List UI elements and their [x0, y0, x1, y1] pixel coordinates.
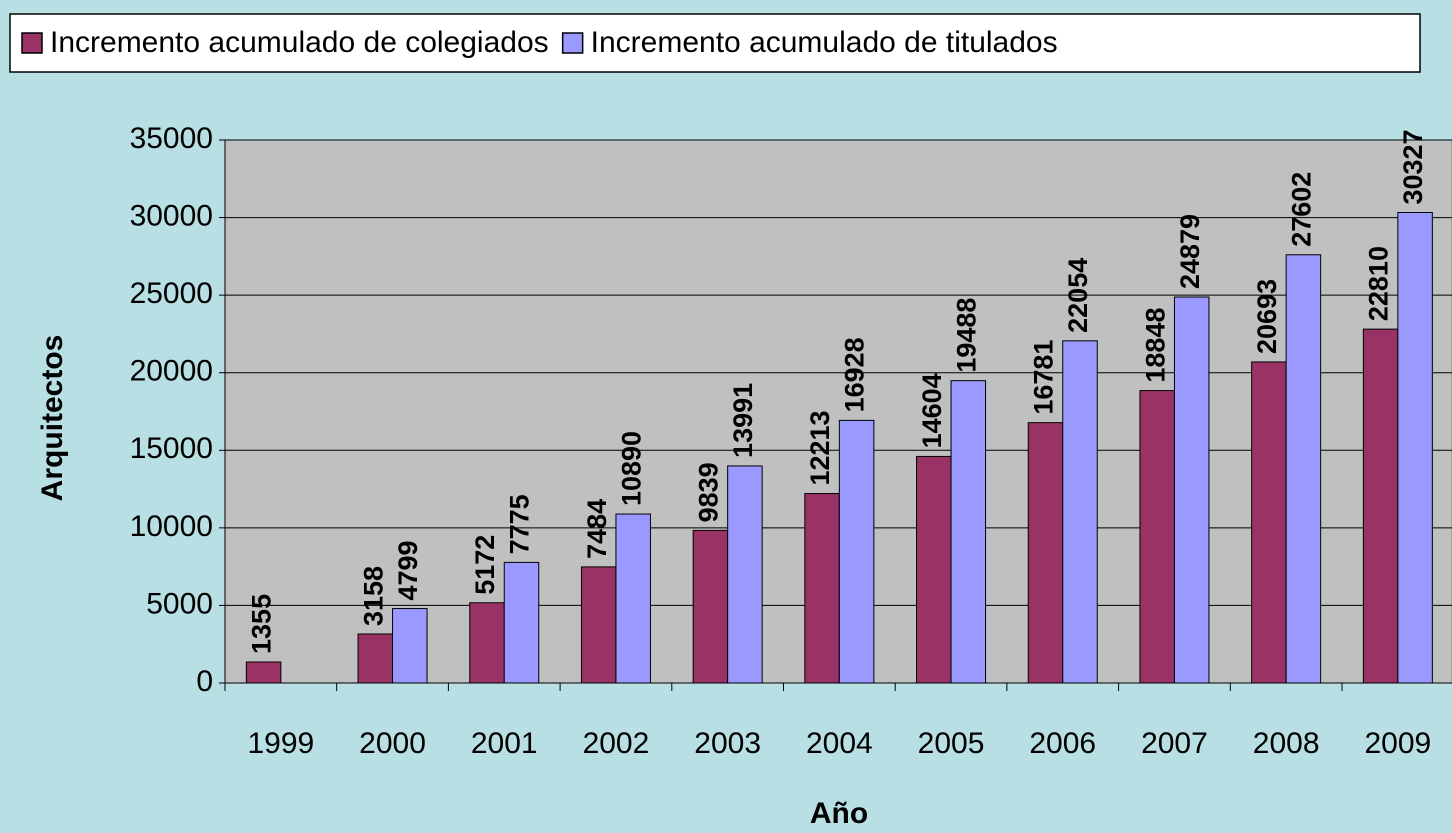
data-label: 7484	[582, 499, 612, 559]
legend-label: Incremento acumulado de colegiados	[50, 26, 549, 59]
data-label: 1355	[247, 594, 277, 654]
x-tick-label: 2002	[583, 727, 650, 760]
bar	[1173, 296, 1210, 684]
x-tick-label: 2006	[1029, 727, 1096, 760]
data-label: 27602	[1287, 172, 1317, 247]
data-label: 9839	[694, 462, 724, 522]
bar	[1285, 254, 1322, 684]
data-label: 22054	[1063, 258, 1093, 333]
bar	[357, 633, 394, 684]
bar	[1362, 328, 1399, 684]
bar	[392, 608, 428, 684]
y-tick-label: 25000	[130, 277, 213, 310]
data-label: 16928	[840, 337, 870, 412]
bar	[580, 566, 617, 684]
legend-swatch	[561, 32, 584, 54]
x-tick-label: 2008	[1253, 727, 1320, 760]
data-label: 24879	[1175, 214, 1205, 289]
x-tick-label: 2000	[359, 727, 426, 760]
bar	[1397, 211, 1433, 684]
data-label: 19488	[951, 298, 981, 373]
data-label: 10890	[616, 431, 646, 506]
bar	[615, 513, 651, 684]
x-tick-label: 2004	[806, 727, 873, 760]
bar	[469, 602, 505, 684]
data-label: 3158	[358, 566, 388, 626]
bar	[950, 380, 987, 684]
y-tick-label: 15000	[130, 432, 213, 465]
x-tick-label: 2001	[471, 727, 538, 760]
bar	[727, 465, 763, 684]
bar	[916, 455, 952, 684]
data-label: 16781	[1029, 340, 1059, 415]
bar	[245, 661, 282, 684]
y-tick-label: 0	[196, 665, 213, 698]
x-tick-label: 2007	[1141, 727, 1208, 760]
y-tick-label: 35000	[130, 122, 213, 155]
y-tick-label: 5000	[146, 587, 213, 620]
data-label: 5172	[470, 535, 500, 595]
y-tick-label: 30000	[130, 199, 213, 232]
x-axis-title: Año	[810, 797, 868, 830]
x-tick-label: 2005	[918, 727, 985, 760]
x-tick-label: 2009	[1364, 727, 1431, 760]
y-tick-label: 20000	[130, 355, 213, 388]
bar	[838, 419, 875, 684]
data-label: 22810	[1364, 246, 1394, 321]
data-label: 30327	[1398, 129, 1428, 204]
y-axis-title: Arquitectos	[36, 335, 69, 502]
data-label: 12213	[805, 410, 835, 485]
legend-box	[9, 13, 1421, 73]
y-tick-label: 10000	[130, 510, 213, 543]
bar	[1027, 422, 1064, 684]
data-label: 13991	[728, 383, 758, 458]
x-tick-label: 2003	[694, 727, 761, 760]
legend-label: Incremento acumulado de titulados	[591, 26, 1058, 59]
bar	[1251, 361, 1287, 684]
data-label: 14604	[917, 373, 947, 448]
data-label: 18848	[1140, 307, 1170, 382]
legend-swatch	[21, 32, 43, 54]
bar	[692, 529, 729, 684]
bar	[503, 561, 540, 684]
data-label: 20693	[1252, 279, 1282, 354]
bar	[1139, 390, 1175, 684]
bar	[804, 493, 840, 684]
bar	[1062, 340, 1098, 684]
x-tick-label: 1999	[247, 727, 314, 760]
data-label: 7775	[505, 494, 535, 554]
data-label: 4799	[393, 540, 423, 600]
